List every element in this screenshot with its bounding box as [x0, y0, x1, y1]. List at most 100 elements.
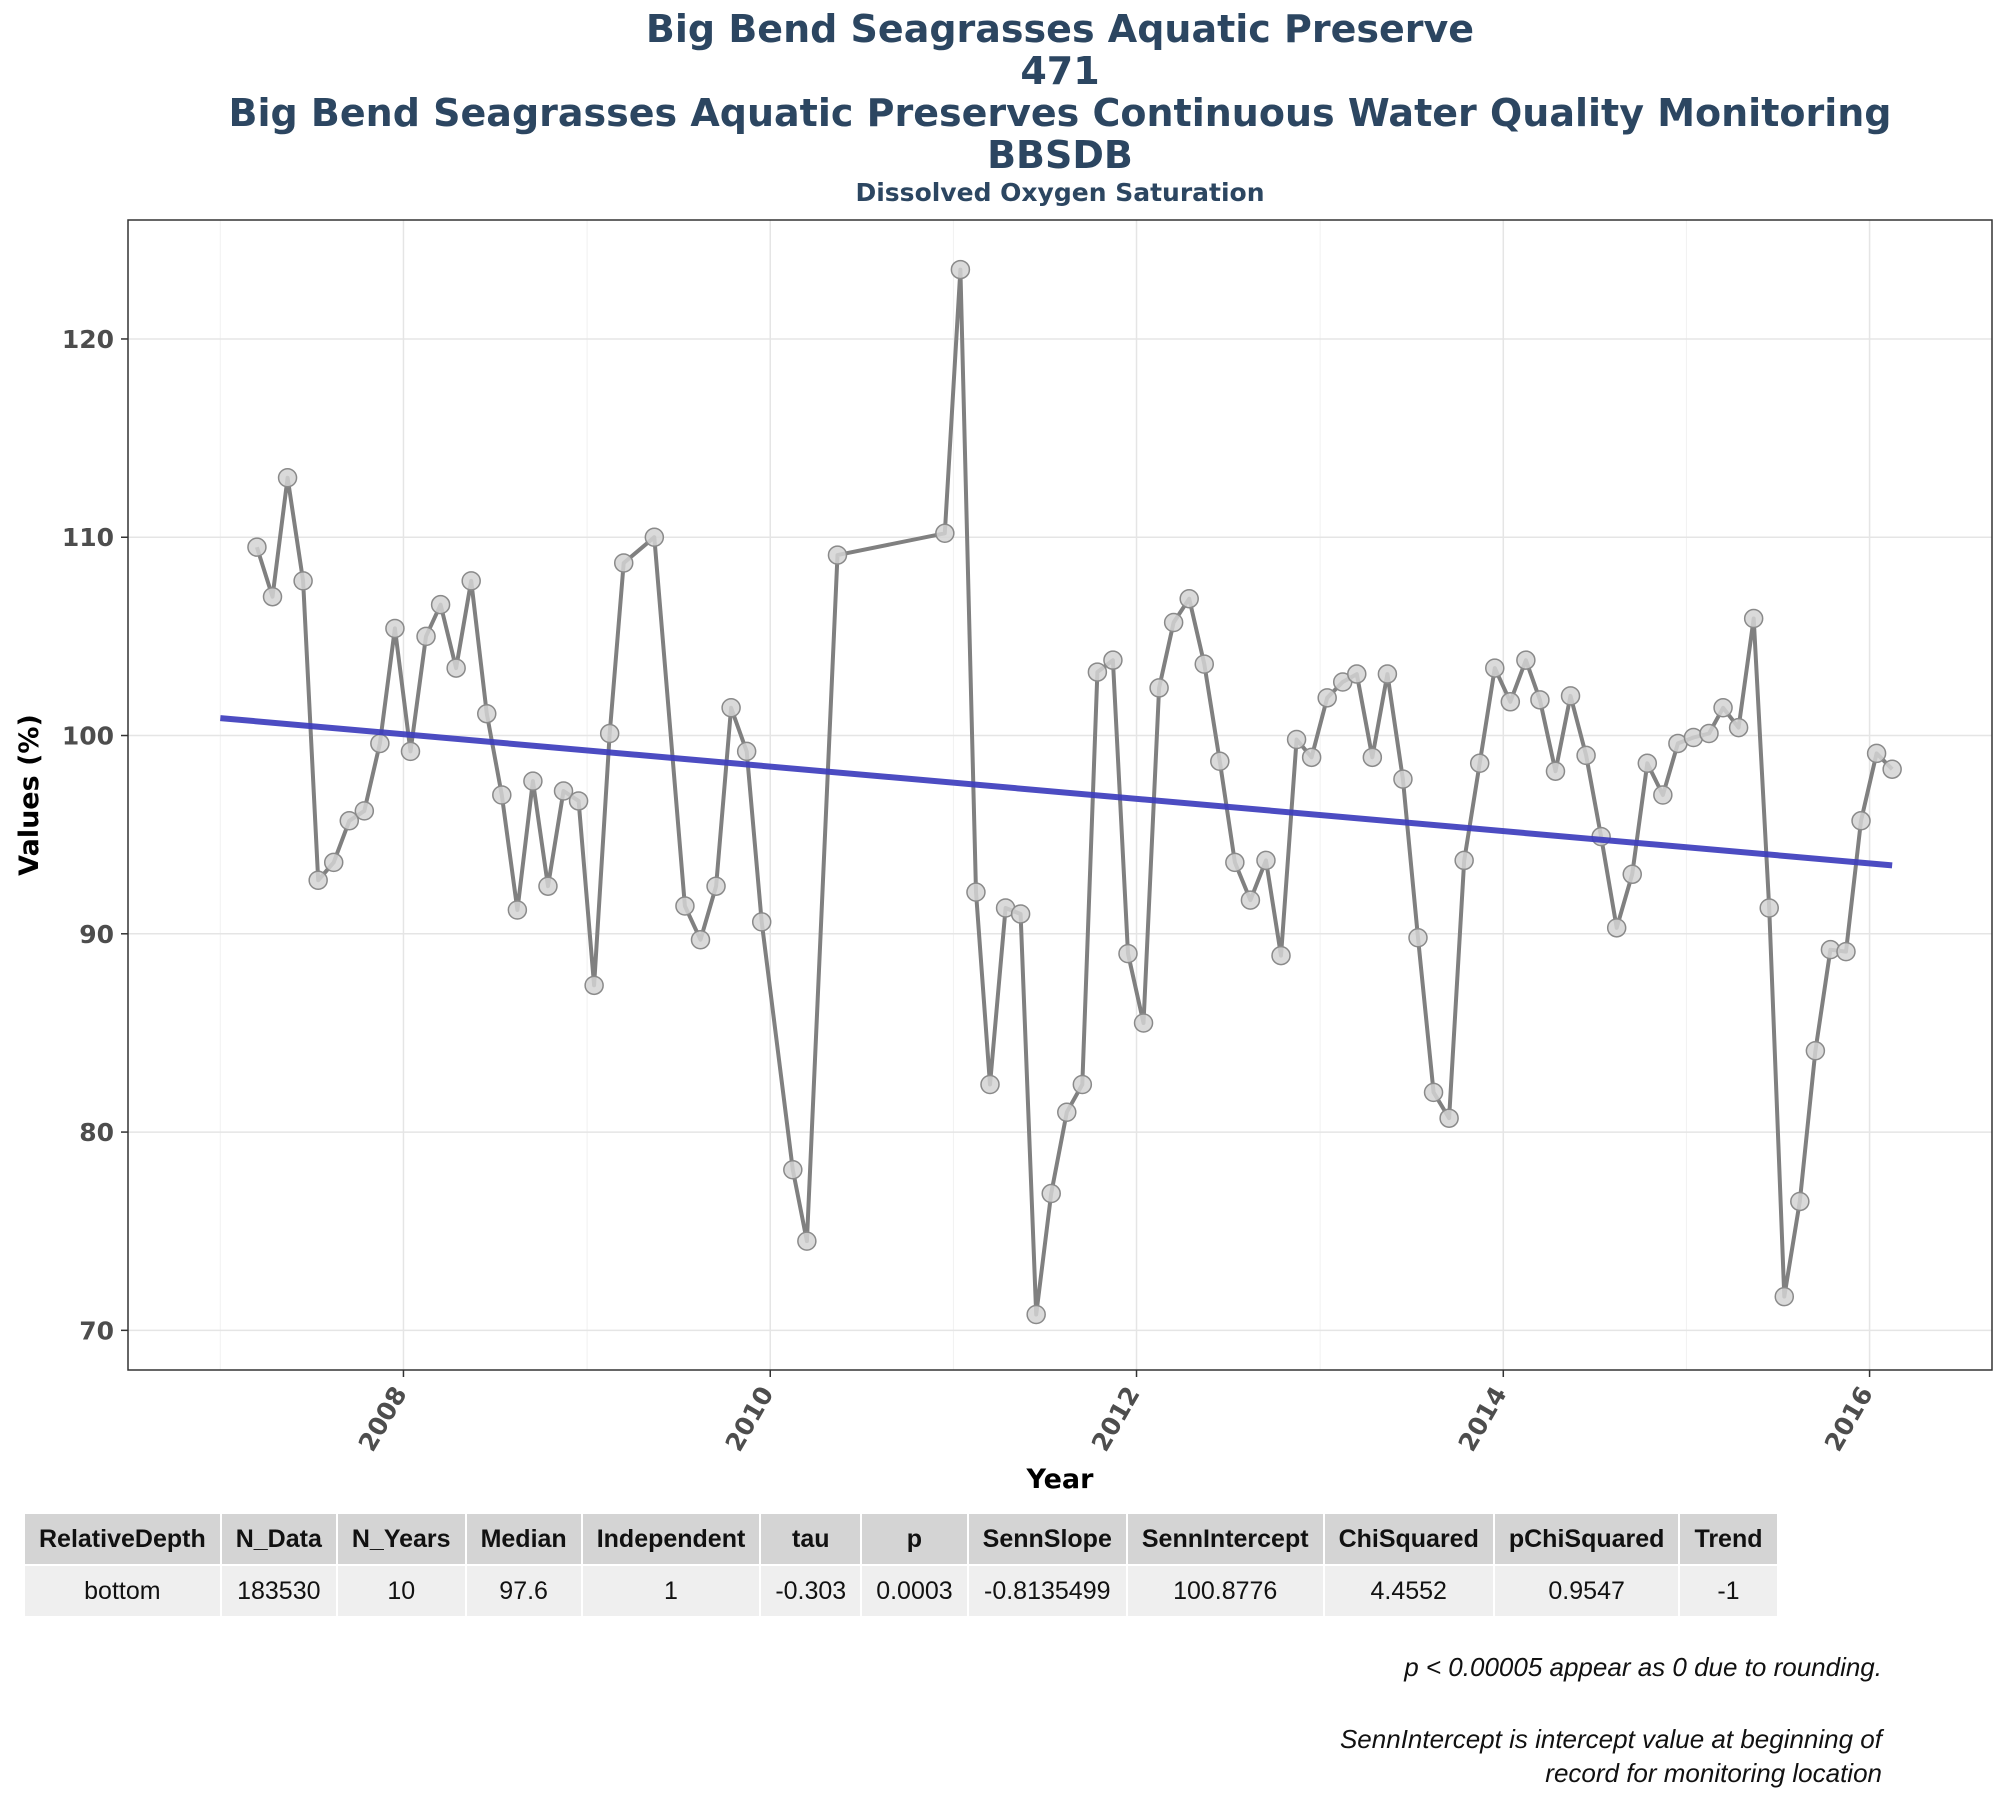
data-point — [538, 876, 558, 896]
data-point — [1393, 769, 1413, 789]
data-point — [323, 852, 344, 873]
table-header-cell: SennSlope — [968, 1514, 1126, 1564]
data-point — [1545, 761, 1566, 781]
table-cell: bottom — [25, 1566, 220, 1616]
chart-svg: 70 80 90 100 110 120 2008 2010 2012 2014 2016 Year V… — [14, 219, 1993, 1495]
table-cell: 1 — [582, 1566, 760, 1616]
data-point — [492, 785, 512, 805]
table-header-cell: N_Data — [221, 1514, 336, 1564]
data-point — [1347, 664, 1367, 684]
data-point — [584, 975, 604, 996]
data-point — [1256, 850, 1276, 871]
footnote-rounding: p < 0.00005 appear as 0 due to rounding. — [1404, 1652, 1882, 1682]
table-cell: -0.303 — [761, 1566, 861, 1616]
data-point — [613, 553, 634, 573]
table-cell: 10 — [337, 1566, 465, 1616]
table-cell: 97.6 — [466, 1566, 581, 1616]
data-point — [690, 929, 711, 950]
table-cell: 0.9547 — [1494, 1566, 1679, 1616]
data-point — [1194, 654, 1215, 674]
y-tick-label: 70 — [79, 1316, 114, 1345]
chart-title-block: Big Bend Seagrasses Aquatic Preserve 471… — [0, 8, 2000, 210]
data-point — [1439, 1108, 1459, 1128]
table-header-cell: Independent — [582, 1514, 760, 1564]
data-point — [1882, 759, 1902, 779]
data-point — [1103, 650, 1123, 670]
data-point — [1179, 588, 1199, 609]
table-cell: 4.4552 — [1324, 1566, 1493, 1616]
data-point — [950, 259, 971, 280]
table-cell: 183530 — [221, 1566, 336, 1616]
table-header-cell: ChiSquared — [1324, 1514, 1493, 1564]
data-point — [1454, 850, 1474, 871]
data-point — [1851, 811, 1871, 831]
data-point — [400, 741, 421, 762]
data-point — [1087, 662, 1108, 682]
data-point — [1728, 717, 1749, 738]
y-axis-title: Values (%) — [14, 714, 45, 876]
table-row: bottom 183530 10 97.6 1 -0.303 0.0003 -0… — [25, 1566, 1777, 1616]
data-point — [1530, 690, 1550, 710]
statistics-table: RelativeDepth N_Data N_Years Median Inde… — [23, 1512, 1779, 1618]
data-point — [1301, 747, 1322, 768]
data-point — [1500, 692, 1521, 712]
data-point — [1133, 1013, 1154, 1033]
data-point — [644, 527, 665, 547]
data-point — [721, 698, 741, 718]
data-point — [1606, 918, 1627, 938]
data-point — [370, 733, 390, 754]
data-point — [1149, 678, 1169, 698]
data-point — [1408, 928, 1428, 948]
footnote-intercept-line1: SennIntercept is intercept value at begi… — [1339, 1724, 1882, 1754]
data-point — [553, 781, 574, 801]
data-point — [1041, 1183, 1061, 1204]
chart-title-line1: Big Bend Seagrasses Aquatic Preserve — [645, 7, 1475, 51]
data-point — [1271, 945, 1291, 966]
data-point — [1836, 941, 1856, 962]
data-point — [1210, 751, 1230, 772]
x-tick-label: 2010 — [720, 1381, 780, 1456]
x-axis-title: Year — [1026, 1464, 1095, 1495]
data-point — [980, 1074, 1000, 1095]
data-point — [507, 900, 528, 920]
data-point — [385, 618, 405, 639]
data-point — [966, 882, 986, 902]
data-point — [1057, 1102, 1077, 1122]
data-point — [797, 1231, 817, 1251]
data-point — [1026, 1304, 1046, 1325]
data-point — [1072, 1074, 1093, 1095]
data-point — [1560, 686, 1581, 706]
data-point — [1423, 1082, 1444, 1103]
data-point — [1469, 753, 1490, 774]
data-point — [1225, 852, 1245, 873]
x-tick-label: 2016 — [1819, 1381, 1879, 1456]
data-point — [1699, 723, 1719, 744]
data-point — [1805, 1041, 1826, 1061]
data-point — [247, 537, 267, 557]
data-point — [935, 523, 955, 544]
data-point — [277, 468, 298, 488]
data-point — [751, 912, 772, 932]
data-point — [1485, 658, 1505, 678]
data-point — [568, 791, 589, 811]
data-point — [523, 771, 543, 791]
data-point — [827, 545, 848, 565]
data-point — [293, 571, 313, 591]
table-header-cell: SennIntercept — [1127, 1514, 1323, 1564]
y-tick-label: 90 — [79, 920, 114, 949]
data-point — [706, 876, 726, 896]
data-point — [1516, 650, 1536, 670]
data-point — [1790, 1191, 1810, 1212]
data-point — [354, 801, 375, 821]
data-point — [1743, 608, 1764, 629]
table-header-cell: Trend — [1680, 1514, 1777, 1564]
x-tick-label: 2012 — [1086, 1381, 1146, 1456]
data-point — [1866, 743, 1887, 764]
data-point — [1637, 753, 1658, 774]
data-point — [461, 571, 481, 591]
table-header-row: RelativeDepth N_Data N_Years Median Inde… — [25, 1514, 1777, 1564]
y-tick-label: 120 — [62, 325, 114, 354]
data-point — [308, 870, 328, 891]
table-cell: 100.8776 — [1127, 1566, 1323, 1616]
y-tick-label: 100 — [62, 722, 114, 751]
